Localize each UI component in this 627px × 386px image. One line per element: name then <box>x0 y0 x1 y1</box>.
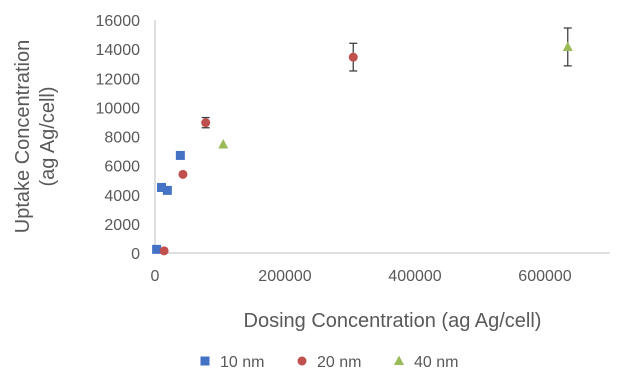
y-tick-label: 0 <box>131 246 140 263</box>
axes <box>154 20 610 254</box>
y-tick-label: 14000 <box>96 42 141 59</box>
data-point-circle <box>159 246 169 256</box>
legend-label: 40 nm <box>414 354 458 371</box>
y-tick-label: 8000 <box>104 130 140 147</box>
x-tick-label: 600000 <box>518 268 571 285</box>
data-point-square <box>162 185 172 195</box>
legend-marker-triangle <box>394 355 404 365</box>
legend: 10 nm 20 nm 40 nm <box>200 354 458 371</box>
legend-label: 10 nm <box>220 354 264 371</box>
y-axis-label-line: Uptake Concentration <box>12 40 34 233</box>
y-tick-label: 6000 <box>104 159 140 176</box>
y-axis-title: Uptake Concentration (ag Ag/cell) <box>12 40 59 233</box>
x-tick-label: 200000 <box>258 268 311 285</box>
legend-label: 20 nm <box>317 354 361 371</box>
y-tick-label: 16000 <box>96 13 141 30</box>
error-bars <box>201 27 572 129</box>
y-tick-label: 10000 <box>96 100 141 117</box>
legend-marker-square <box>200 356 210 366</box>
data-point-square <box>152 244 162 254</box>
tick-labels: 0 2000 4000 6000 8000 10000 12000 14000 16000 0 20… <box>96 13 572 285</box>
data-point-triangle <box>218 139 229 149</box>
data-point-circle <box>348 52 358 62</box>
data-point-triangle <box>562 41 573 51</box>
x-axis-title: Dosing Concentration (ag Ag/cell) <box>244 310 542 332</box>
x-axis-label: Dosing Concentration (ag Ag/cell) <box>244 310 542 332</box>
x-tick-label: 0 <box>151 268 160 285</box>
data-point-circle <box>201 118 211 128</box>
y-tick-label: 12000 <box>96 71 141 88</box>
data-points <box>152 41 573 256</box>
data-point-square <box>157 182 166 192</box>
legend-marker-circle <box>297 356 307 366</box>
data-point-circle <box>178 169 188 179</box>
y-tick-label: 2000 <box>104 217 140 234</box>
y-tick-label: 4000 <box>104 188 140 205</box>
data-point-square <box>175 150 185 160</box>
x-tick-label: 400000 <box>388 268 441 285</box>
y-axis-label-line: (ag Ag/cell) <box>37 86 59 186</box>
